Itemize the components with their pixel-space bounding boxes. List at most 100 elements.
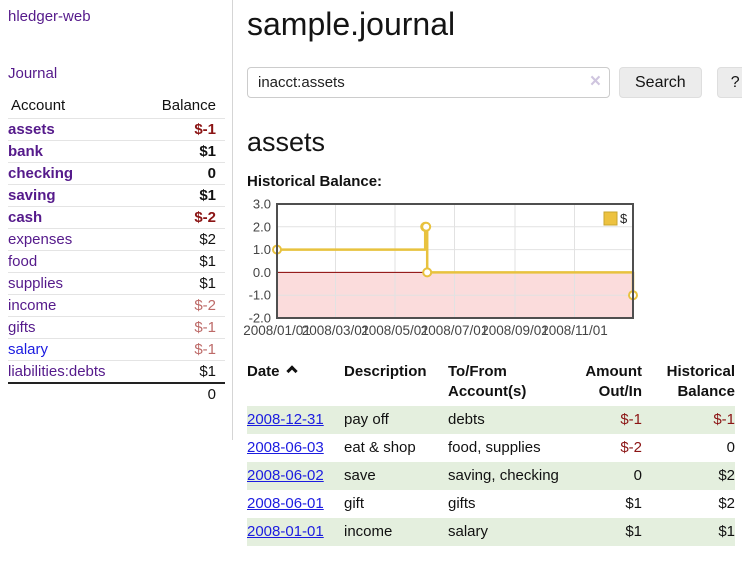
account-link-checking[interactable]: checking bbox=[8, 165, 74, 182]
clear-search-icon[interactable]: × bbox=[589, 71, 601, 92]
register-row: 2008-06-02 save saving, checking 0 $2 bbox=[247, 462, 735, 490]
svg-text:2008/01/01: 2008/01/01 bbox=[243, 323, 311, 338]
register-amount: $1 bbox=[625, 523, 642, 540]
register-amount: $1 bbox=[625, 495, 642, 512]
account-link-income[interactable]: income bbox=[8, 297, 57, 314]
search-form: × Search ? bbox=[247, 67, 742, 98]
register-row: 2008-06-03 eat & shop food, supplies $-2… bbox=[247, 434, 735, 462]
accounts-header-account: Account bbox=[11, 97, 66, 114]
nav-journal-link[interactable]: Journal bbox=[8, 65, 58, 82]
account-row: assets $-1 bbox=[8, 118, 225, 141]
register-date-link[interactable]: 2008-06-02 bbox=[247, 467, 324, 484]
register-accounts: food, supplies bbox=[448, 439, 541, 456]
account-balance: $1 bbox=[137, 184, 225, 207]
register-header-balance: Historical Balance bbox=[666, 363, 735, 400]
register-date-link[interactable]: 2008-06-01 bbox=[247, 495, 324, 512]
accounts-total-row: 0 bbox=[8, 382, 225, 405]
register-date-link[interactable]: 2008-12-31 bbox=[247, 411, 324, 428]
account-row: bank $1 bbox=[8, 140, 225, 163]
account-row: cash $-2 bbox=[8, 206, 225, 229]
account-heading: assets bbox=[247, 127, 326, 157]
register-description: gift bbox=[344, 495, 365, 512]
account-row: liabilities:debts $1 bbox=[8, 360, 225, 383]
sidebar: hledger-web Journal Account Balance asse… bbox=[0, 0, 233, 440]
page-title: sample.journal bbox=[247, 6, 456, 42]
account-row: saving $1 bbox=[8, 184, 225, 207]
register-row: 2008-12-31 pay off debts $-1 $-1 bbox=[247, 406, 735, 434]
account-row: supplies $1 bbox=[8, 272, 225, 295]
account-balance: $2 bbox=[137, 228, 225, 251]
account-link-expenses[interactable]: expenses bbox=[8, 231, 73, 248]
account-row: salary $-1 bbox=[8, 338, 225, 361]
register-balance: $-1 bbox=[713, 411, 735, 428]
svg-text:2008/05/01: 2008/05/01 bbox=[361, 323, 429, 338]
account-balance: $-1 bbox=[137, 338, 225, 361]
account-link-saving[interactable]: saving bbox=[8, 187, 56, 204]
account-row: checking 0 bbox=[8, 162, 225, 185]
account-row: expenses $2 bbox=[8, 228, 225, 251]
historical-balance-chart: $3.0 2.0 1.0 0.0 -1.0 -2.0 2008/01/01 2008/03/0… bbox=[243, 195, 742, 347]
register-description: pay off bbox=[344, 411, 389, 428]
chart-title: Historical Balance: bbox=[247, 173, 383, 190]
accounts-total-balance: 0 bbox=[137, 382, 225, 405]
account-balance: $-1 bbox=[137, 316, 225, 339]
register-accounts: salary bbox=[448, 523, 489, 540]
register-table: Date Description To/From Account(s) Amou… bbox=[247, 360, 735, 546]
account-link-gifts[interactable]: gifts bbox=[8, 319, 36, 336]
account-balance: $1 bbox=[137, 250, 225, 273]
register-description: eat & shop bbox=[344, 439, 416, 456]
register-accounts: gifts bbox=[448, 495, 476, 512]
svg-text:0.0: 0.0 bbox=[253, 265, 271, 280]
account-balance: 0 bbox=[137, 162, 225, 185]
register-row: 2008-01-01 income salary $1 $1 bbox=[247, 518, 735, 546]
register-header-date[interactable]: Date bbox=[247, 360, 344, 406]
page: hledger-web Journal Account Balance asse… bbox=[0, 0, 742, 546]
svg-text:2.0: 2.0 bbox=[253, 219, 271, 234]
account-link-cash[interactable]: cash bbox=[8, 209, 43, 226]
svg-text:2008/09/01: 2008/09/01 bbox=[481, 323, 549, 338]
account-row: income $-2 bbox=[8, 294, 225, 317]
register-balance: $1 bbox=[718, 523, 735, 540]
svg-text:1.0: 1.0 bbox=[253, 242, 271, 257]
register-accounts: debts bbox=[448, 411, 485, 428]
register-date-link[interactable]: 2008-01-01 bbox=[247, 523, 324, 540]
account-row: food $1 bbox=[8, 250, 225, 273]
register-balance: 0 bbox=[726, 439, 735, 456]
svg-text:$: $ bbox=[620, 211, 628, 226]
register-amount: $-2 bbox=[620, 439, 642, 456]
account-link-salary[interactable]: salary bbox=[8, 341, 49, 358]
account-link-liabilities-debts[interactable]: liabilities:debts bbox=[8, 363, 106, 380]
sort-ascending-icon bbox=[285, 365, 298, 377]
account-balance: $-2 bbox=[137, 206, 225, 229]
account-balance: $1 bbox=[137, 360, 225, 383]
register-description: income bbox=[344, 523, 393, 540]
app-title-link[interactable]: hledger-web bbox=[8, 8, 91, 25]
register-row: 2008-06-01 gift gifts $1 $2 bbox=[247, 490, 735, 518]
register-description: save bbox=[344, 467, 376, 484]
search-button[interactable]: Search bbox=[619, 67, 702, 98]
register-accounts: saving, checking bbox=[448, 467, 559, 484]
register-header-description: Description bbox=[344, 363, 427, 380]
svg-text:2008/03/01: 2008/03/01 bbox=[302, 323, 370, 338]
svg-text:2008/07/01: 2008/07/01 bbox=[421, 323, 489, 338]
register-balance: $2 bbox=[718, 495, 735, 512]
register-header-accounts: To/From Account(s) bbox=[448, 363, 527, 400]
account-link-food[interactable]: food bbox=[8, 253, 38, 270]
svg-text:-2.0: -2.0 bbox=[249, 311, 271, 326]
main-content: sample.journal × Search ? assets Histori… bbox=[233, 0, 742, 546]
account-link-assets[interactable]: assets bbox=[8, 121, 55, 138]
account-balance: $-2 bbox=[137, 294, 225, 317]
svg-text:3.0: 3.0 bbox=[253, 197, 271, 212]
search-input[interactable] bbox=[247, 67, 610, 98]
register-balance: $2 bbox=[718, 467, 735, 484]
register-amount: $-1 bbox=[620, 411, 642, 428]
account-link-bank[interactable]: bank bbox=[8, 143, 44, 160]
accounts-table: Account Balance assets $-1 bank $1 checkin… bbox=[8, 94, 225, 405]
help-button[interactable]: ? bbox=[716, 67, 742, 98]
account-row: gifts $-1 bbox=[8, 316, 225, 339]
account-link-supplies[interactable]: supplies bbox=[8, 275, 64, 292]
svg-text:2008/11/01: 2008/11/01 bbox=[541, 323, 608, 338]
account-balance: $-1 bbox=[137, 118, 225, 141]
account-balance: $1 bbox=[137, 140, 225, 163]
register-date-link[interactable]: 2008-06-03 bbox=[247, 439, 324, 456]
